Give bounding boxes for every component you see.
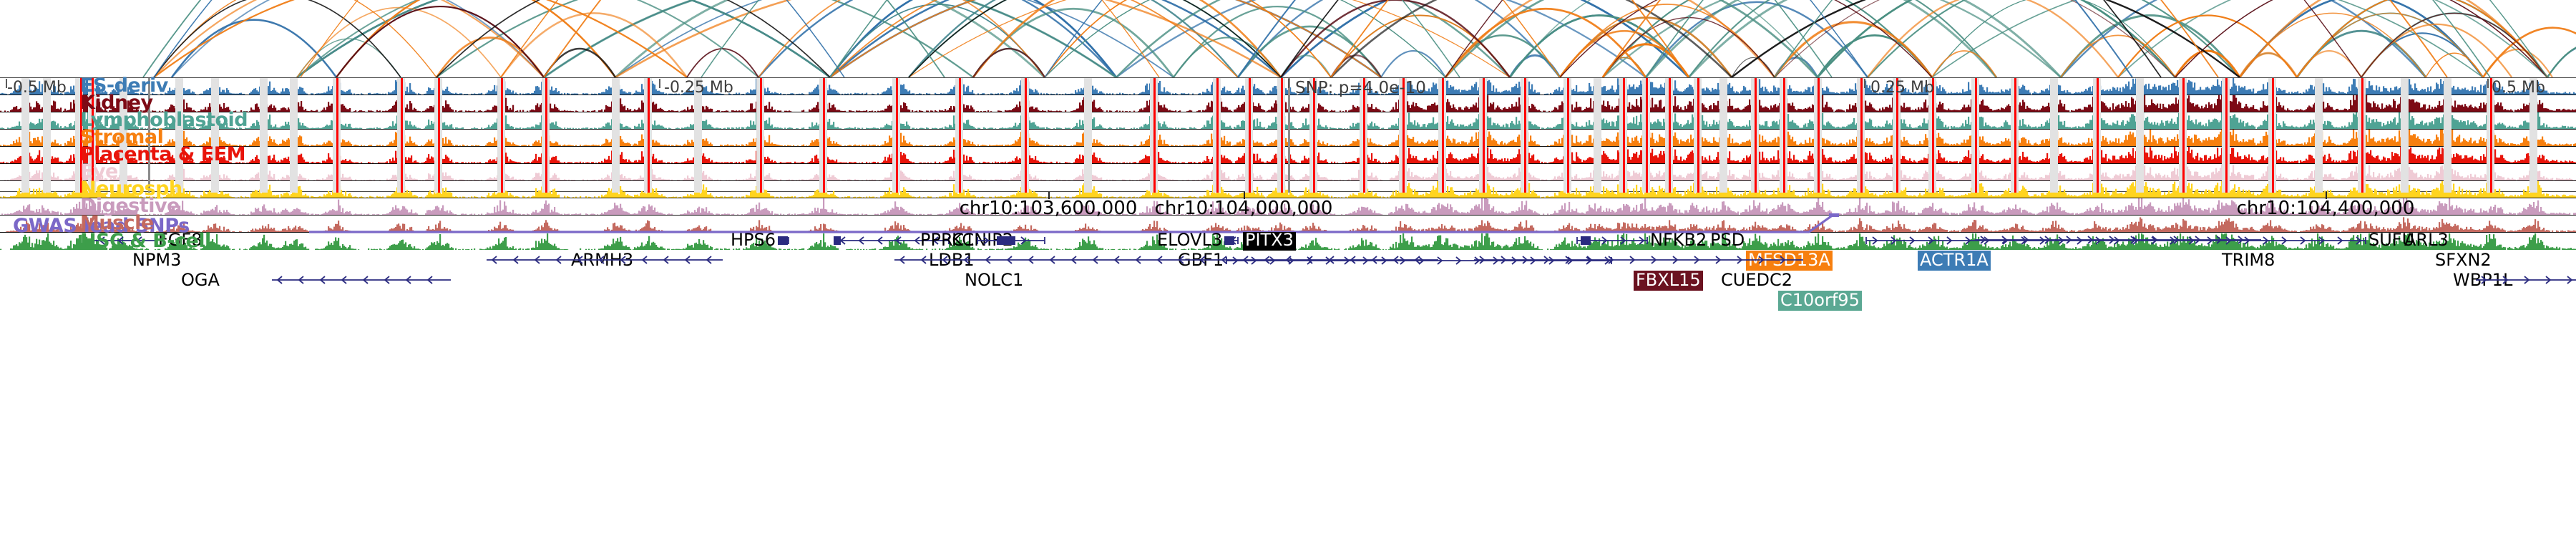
signal-track-eye[interactable]: Eye bbox=[0, 162, 2576, 181]
signal-profile bbox=[6, 217, 2576, 232]
gwas-connector-line bbox=[309, 213, 1839, 233]
gene-elovl3[interactable]: ELOVL3 bbox=[1155, 232, 1239, 249]
gene-label[interactable]: PSD bbox=[1710, 232, 1745, 251]
signal-track-digestive[interactable]: Digestive bbox=[0, 196, 2576, 216]
signal-track-hsc-b-cell[interactable]: HSC & B-cell bbox=[0, 231, 2576, 251]
gwas-track-label: GWAS lead SNPs bbox=[13, 215, 190, 237]
signal-track-stack: ES-deriv Kidney Lymphoblastoid Stromal Place… bbox=[0, 76, 2576, 251]
gene-oga[interactable]: OGA bbox=[179, 270, 222, 291]
gene-sfxn2[interactable]: SFXN2 bbox=[2433, 250, 2494, 271]
gene-model bbox=[778, 233, 789, 248]
gwas-lead-snps-track: GWAS lead SNPs bbox=[0, 213, 2576, 238]
gene-label[interactable]: NPM3 bbox=[132, 250, 182, 271]
gene-intron-line bbox=[487, 256, 723, 264]
gene-model bbox=[1576, 233, 1648, 248]
gene-nfkb2[interactable]: NFKB2 bbox=[1576, 232, 1709, 249]
coordinate-label: chr10:103,600,000 bbox=[959, 198, 1138, 219]
gene-trim8[interactable]: TRIM8 bbox=[2220, 250, 2277, 271]
gene-gbf1[interactable]: GBF1 bbox=[1176, 251, 1613, 269]
gene-label[interactable]: ACTR1A bbox=[1918, 251, 1991, 271]
gene-arl3[interactable]: ARL3 bbox=[2402, 232, 2451, 249]
gene-hps6[interactable]: HPS6 bbox=[728, 232, 789, 249]
signal-track-stromal[interactable]: Stromal bbox=[0, 127, 2576, 147]
signal-profile bbox=[0, 95, 2576, 112]
coordinate-label: chr10:104,400,000 bbox=[2236, 198, 2415, 219]
gene-label[interactable]: ELOVL3 bbox=[1157, 232, 1223, 251]
gene-pprc1[interactable]: PPRC1 bbox=[918, 232, 1046, 251]
signal-profile bbox=[1, 198, 2576, 215]
gene-annotation-track: FGF8 KCNIP2 HPS6 PPRC1 ELOVL3 PITX3 NFKB2 PSD SU… bbox=[0, 232, 2576, 537]
signal-profile bbox=[4, 164, 2576, 180]
gene-label[interactable]: NOLC1 bbox=[965, 270, 1024, 291]
gene-label[interactable]: PITX3 bbox=[1243, 232, 1296, 251]
gene-label[interactable]: ARL3 bbox=[2404, 232, 2449, 251]
signal-profile bbox=[0, 147, 2576, 163]
gene-psd[interactable]: PSD bbox=[1708, 232, 1747, 249]
coordinate-tick bbox=[1048, 192, 1050, 199]
gene-label[interactable]: FBXL15 bbox=[1634, 271, 1703, 291]
gene-fgf8[interactable]: FGF8 bbox=[93, 232, 204, 249]
gene-intron-line bbox=[272, 276, 451, 284]
snp-pvalue-label: SNP: p=4.0e-10 bbox=[1295, 79, 1426, 97]
signal-track-kidney[interactable]: Kidney bbox=[0, 93, 2576, 112]
ruler-tick bbox=[1864, 79, 1865, 88]
gene-model bbox=[93, 233, 156, 248]
gene-pitx3[interactable]: PITX3 bbox=[1243, 232, 1296, 251]
gene-cuedc2[interactable]: CUEDC2 bbox=[1719, 270, 1795, 291]
gene-label[interactable]: OGA bbox=[181, 270, 220, 291]
gwas-lead-snp-marker[interactable] bbox=[1829, 213, 1839, 217]
gene-label[interactable]: PPRC1 bbox=[920, 232, 975, 251]
gene-label[interactable]: FGF8 bbox=[158, 232, 203, 251]
gene-intron-line bbox=[2476, 276, 2576, 284]
chromatin-interaction-arcs bbox=[0, 0, 2576, 77]
gene-npm3[interactable]: NPM3 bbox=[130, 250, 183, 271]
gwas-line bbox=[309, 213, 1834, 233]
gene-label[interactable]: NFKB2 bbox=[1650, 232, 1707, 251]
signal-profile bbox=[0, 112, 2576, 129]
gene-actr1a[interactable]: ACTR1A bbox=[1918, 251, 1991, 271]
gene-label[interactable]: TRIM8 bbox=[2222, 250, 2275, 271]
signal-track-placenta-eem[interactable]: Placenta & EEM bbox=[0, 145, 2576, 164]
gene-intron-line bbox=[1474, 256, 1803, 264]
ruler-label: -0.5 Mb bbox=[7, 79, 67, 97]
gene-sufu[interactable]: SUFU bbox=[1865, 232, 2416, 249]
ruler-label: -0.25 Mb bbox=[664, 79, 733, 97]
gene-label[interactable]: SUFU bbox=[2368, 232, 2415, 251]
gene-label[interactable]: C10orf95 bbox=[1778, 291, 1862, 311]
ruler-tick bbox=[659, 79, 660, 88]
gene-label[interactable]: HPS6 bbox=[731, 232, 776, 251]
gene-c10orf95[interactable]: C10orf95 bbox=[1778, 291, 1862, 311]
coordinate-axis: chr10:103,600,000 chr10:104,000,000 chr10:… bbox=[0, 192, 2576, 222]
signal-track-lymphoblastoid[interactable]: Lymphoblastoid bbox=[0, 110, 2576, 130]
snp-annotation-tick bbox=[1288, 79, 1289, 88]
gene-model bbox=[834, 233, 950, 248]
gene-label[interactable]: SFXN2 bbox=[2435, 250, 2492, 271]
gene-label[interactable]: CUEDC2 bbox=[1721, 270, 1792, 291]
gene-intron-line bbox=[894, 256, 1438, 264]
gene-model bbox=[1865, 233, 2366, 248]
signal-profile bbox=[0, 130, 2576, 146]
coordinate-tick bbox=[1244, 192, 1245, 199]
signal-profile bbox=[0, 233, 2576, 250]
ruler-tick bbox=[2487, 79, 2489, 88]
coordinate-tick bbox=[2326, 192, 2327, 199]
gene-intron-line bbox=[1975, 236, 2261, 244]
gene-model bbox=[977, 233, 1046, 248]
ruler-tick bbox=[6, 79, 7, 88]
gene-model bbox=[1224, 233, 1239, 248]
coordinate-label: chr10:104,000,000 bbox=[1154, 198, 1333, 219]
gene-nolc1[interactable]: NOLC1 bbox=[962, 270, 1025, 291]
arc-svg bbox=[142, 0, 2576, 77]
gene-fbxl15[interactable]: FBXL15 bbox=[1634, 271, 1703, 291]
ruler-label: 0.5 Mb bbox=[2492, 79, 2545, 97]
ruler-label: 0.25 Mb bbox=[1870, 79, 1934, 97]
